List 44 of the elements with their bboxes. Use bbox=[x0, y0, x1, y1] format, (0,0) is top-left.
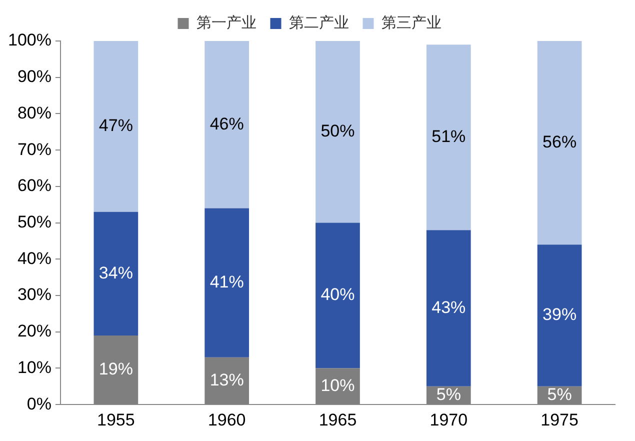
y-tick-label: 10% bbox=[17, 358, 52, 377]
y-tick-label: 30% bbox=[17, 285, 52, 304]
data-label: 10% bbox=[320, 376, 355, 395]
bar bbox=[94, 212, 138, 336]
bar bbox=[426, 44, 471, 230]
x-tick-label: 1955 bbox=[97, 410, 135, 430]
y-tick-label: 20% bbox=[17, 322, 52, 341]
bar bbox=[537, 41, 582, 245]
data-label: 51% bbox=[432, 127, 466, 146]
data-label: 5% bbox=[436, 384, 461, 404]
y-tick-label: 70% bbox=[17, 140, 52, 159]
y-tick-label: 60% bbox=[17, 176, 52, 196]
data-label: 43% bbox=[432, 298, 466, 317]
y-tick-label: 0% bbox=[26, 394, 52, 414]
data-label: 5% bbox=[547, 384, 572, 404]
y-tick-label: 90% bbox=[17, 67, 52, 86]
legend-label: 第一产业 bbox=[196, 14, 256, 32]
bar bbox=[426, 230, 471, 386]
data-label: 39% bbox=[542, 305, 577, 324]
y-tick-label: 80% bbox=[17, 103, 52, 122]
y-tick-label: 40% bbox=[17, 248, 52, 268]
x-tick-label: 1970 bbox=[430, 410, 468, 430]
legend-label: 第二产业 bbox=[288, 14, 349, 32]
bar bbox=[204, 208, 250, 358]
bar bbox=[316, 222, 360, 368]
x-tick-label: 1960 bbox=[208, 410, 246, 430]
data-label: 46% bbox=[210, 114, 244, 134]
data-label: 13% bbox=[210, 370, 244, 390]
legend-label: 第三产业 bbox=[381, 14, 442, 32]
data-label: 56% bbox=[542, 132, 577, 152]
y-tick-label: 50% bbox=[17, 212, 52, 232]
data-label: 50% bbox=[320, 122, 355, 141]
x-tick-label: 1965 bbox=[318, 410, 357, 430]
x-tick-label: 1975 bbox=[540, 410, 578, 430]
data-label: 34% bbox=[98, 263, 133, 282]
bar bbox=[204, 41, 250, 208]
data-label: 41% bbox=[210, 272, 244, 292]
data-label: 19% bbox=[98, 359, 133, 378]
y-tick-label: 100% bbox=[8, 30, 52, 50]
data-label: 40% bbox=[320, 285, 355, 304]
bar bbox=[316, 41, 360, 223]
bar bbox=[537, 244, 582, 386]
bar bbox=[94, 41, 138, 212]
data-label: 47% bbox=[98, 116, 133, 136]
